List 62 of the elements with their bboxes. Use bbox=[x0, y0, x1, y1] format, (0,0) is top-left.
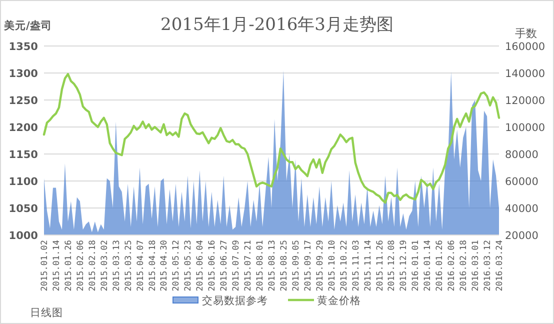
x-tick-label: 2015.06.04 bbox=[196, 240, 206, 292]
y-axis-title: 美元/盎司 bbox=[3, 19, 52, 32]
x-tick-label: 2015.09.29 bbox=[315, 240, 326, 292]
y2-tick-label: 100000 bbox=[505, 122, 546, 134]
x-tick-label: 2015.12.08 bbox=[387, 240, 398, 292]
y-tick-label: 1000 bbox=[8, 230, 38, 242]
x-tick-label: 2015.07.21 bbox=[244, 240, 254, 292]
x-tick-label: 2016.02.18 bbox=[459, 240, 470, 292]
x-tick-label: 2015.03.13 bbox=[112, 240, 122, 292]
x-tick-label: 2015.03.02 bbox=[100, 240, 110, 292]
y2-tick-label: 120000 bbox=[505, 95, 546, 107]
y-tick-label: 1200 bbox=[8, 122, 38, 134]
x-tick-label: 2016.03.12 bbox=[483, 240, 494, 292]
x-tick-label: 2015.06.27 bbox=[220, 240, 230, 292]
x-tick-label: 2015.10.10 bbox=[327, 240, 338, 292]
y-tick-label: 1050 bbox=[8, 203, 38, 215]
legend-label: 黄金价格 bbox=[317, 294, 361, 307]
x-tick-label: 2015.07.09 bbox=[232, 240, 242, 292]
x-tick-label: 2015.01.02 bbox=[40, 240, 50, 292]
y2-tick-label: 160000 bbox=[505, 41, 546, 53]
x-tick-label: 2015.08.01 bbox=[256, 240, 266, 292]
y2-axis-title: 手数 bbox=[515, 27, 537, 40]
x-tick-label: 2015.02.06 bbox=[76, 240, 86, 292]
y2-tick-label: 40000 bbox=[505, 203, 538, 215]
x-tick-label: 2015.01.14 bbox=[52, 240, 62, 292]
chart-title: 2015年1月-2016年3月走势图 bbox=[160, 15, 394, 35]
x-tick-label: 2015.11.26 bbox=[375, 240, 386, 292]
x-tick-label: 2015.11.03 bbox=[351, 240, 362, 292]
x-tick-label: 2016.03.01 bbox=[471, 240, 482, 292]
x-tick-label: 2015.08.25 bbox=[279, 240, 290, 292]
text: 日线图 bbox=[30, 306, 63, 319]
x-tick-label: 2015.04.18 bbox=[148, 240, 158, 292]
y-tick-label: 1250 bbox=[8, 95, 38, 107]
y-tick-label: 1350 bbox=[8, 41, 38, 53]
x-tick-label: 2015.09.17 bbox=[303, 240, 314, 292]
x-tick-label: 2016.01.14 bbox=[423, 240, 434, 292]
x-tick-label: 2015.04.30 bbox=[160, 240, 170, 292]
y2-tick-label: 60000 bbox=[505, 176, 538, 188]
x-tick-label: 2015.12.19 bbox=[399, 240, 410, 292]
x-tick-label: 2016.03.24 bbox=[495, 240, 505, 292]
y-tick-label: 1150 bbox=[8, 149, 38, 161]
x-tick-label: 2015.03.25 bbox=[124, 240, 134, 292]
x-tick-label: 2016.02.06 bbox=[447, 240, 458, 292]
y-tick-label: 1100 bbox=[8, 176, 38, 188]
x-tick-label: 2016.01.26 bbox=[435, 240, 446, 292]
y2-tick-label: 20000 bbox=[505, 230, 538, 242]
x-tick-label: 2015.01.26 bbox=[64, 240, 74, 292]
x-tick-label: 2015.05.23 bbox=[184, 240, 194, 292]
x-tick-label: 2015.05.12 bbox=[172, 240, 182, 292]
x-tick-label: 2015.10.22 bbox=[339, 240, 350, 292]
x-tick-label: 2015.02.18 bbox=[88, 240, 98, 292]
x-tick-label: 2015.04.07 bbox=[136, 240, 146, 292]
legend-label: 交易数据参考 bbox=[202, 294, 268, 307]
x-tick-label: 2015.08.13 bbox=[268, 240, 278, 292]
x-tick-label: 2015.11.14 bbox=[363, 240, 374, 292]
y-tick-label: 1300 bbox=[8, 68, 38, 80]
y2-tick-label: 80000 bbox=[505, 149, 538, 161]
line-series bbox=[42, 72, 500, 204]
x-tick-label: 2015.06.16 bbox=[208, 240, 218, 292]
x-tick-label: 2016.01.01 bbox=[411, 240, 422, 292]
x-tick-label: 2015.09.05 bbox=[291, 240, 302, 292]
y2-tick-label: 140000 bbox=[505, 68, 546, 80]
